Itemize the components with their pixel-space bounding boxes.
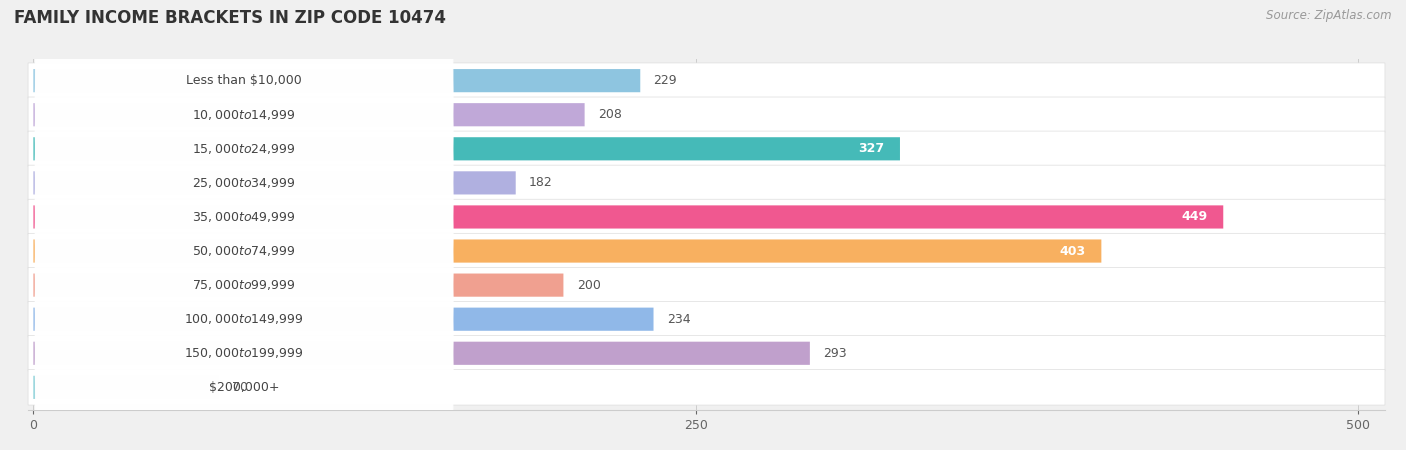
- Text: Less than $10,000: Less than $10,000: [186, 74, 302, 87]
- FancyBboxPatch shape: [28, 267, 1385, 303]
- Text: 200: 200: [576, 279, 600, 292]
- Text: Source: ZipAtlas.com: Source: ZipAtlas.com: [1267, 9, 1392, 22]
- Text: 449: 449: [1181, 211, 1208, 224]
- FancyBboxPatch shape: [34, 308, 654, 331]
- Text: $50,000 to $74,999: $50,000 to $74,999: [193, 244, 295, 258]
- Text: $15,000 to $24,999: $15,000 to $24,999: [193, 142, 295, 156]
- Text: $10,000 to $14,999: $10,000 to $14,999: [193, 108, 295, 122]
- FancyBboxPatch shape: [34, 205, 1223, 229]
- FancyBboxPatch shape: [28, 302, 1385, 337]
- FancyBboxPatch shape: [28, 369, 1385, 405]
- FancyBboxPatch shape: [28, 199, 1385, 235]
- FancyBboxPatch shape: [35, 122, 454, 243]
- FancyBboxPatch shape: [35, 292, 454, 414]
- Text: 70: 70: [232, 381, 249, 394]
- FancyBboxPatch shape: [28, 233, 1385, 269]
- FancyBboxPatch shape: [28, 63, 1385, 99]
- FancyBboxPatch shape: [28, 131, 1385, 166]
- FancyBboxPatch shape: [35, 225, 454, 346]
- FancyBboxPatch shape: [35, 54, 454, 176]
- FancyBboxPatch shape: [28, 165, 1385, 201]
- FancyBboxPatch shape: [34, 239, 1101, 263]
- FancyBboxPatch shape: [35, 156, 454, 278]
- Text: 327: 327: [858, 142, 884, 155]
- Text: 403: 403: [1059, 244, 1085, 257]
- FancyBboxPatch shape: [34, 69, 640, 92]
- FancyBboxPatch shape: [28, 97, 1385, 132]
- Text: $200,000+: $200,000+: [209, 381, 280, 394]
- FancyBboxPatch shape: [34, 103, 585, 126]
- FancyBboxPatch shape: [34, 342, 810, 365]
- FancyBboxPatch shape: [34, 376, 219, 399]
- FancyBboxPatch shape: [35, 259, 454, 380]
- Text: 208: 208: [598, 108, 621, 121]
- FancyBboxPatch shape: [34, 274, 564, 297]
- FancyBboxPatch shape: [34, 137, 900, 160]
- Text: $25,000 to $34,999: $25,000 to $34,999: [193, 176, 295, 190]
- FancyBboxPatch shape: [34, 171, 516, 194]
- Text: $75,000 to $99,999: $75,000 to $99,999: [193, 278, 295, 292]
- Text: 229: 229: [654, 74, 678, 87]
- Text: 182: 182: [529, 176, 553, 189]
- FancyBboxPatch shape: [35, 190, 454, 312]
- Text: 293: 293: [823, 347, 846, 360]
- Text: $100,000 to $149,999: $100,000 to $149,999: [184, 312, 304, 326]
- Text: 234: 234: [666, 313, 690, 326]
- FancyBboxPatch shape: [28, 336, 1385, 371]
- FancyBboxPatch shape: [35, 88, 454, 209]
- FancyBboxPatch shape: [35, 20, 454, 141]
- Text: FAMILY INCOME BRACKETS IN ZIP CODE 10474: FAMILY INCOME BRACKETS IN ZIP CODE 10474: [14, 9, 446, 27]
- Text: $150,000 to $199,999: $150,000 to $199,999: [184, 346, 304, 360]
- Text: $35,000 to $49,999: $35,000 to $49,999: [193, 210, 295, 224]
- FancyBboxPatch shape: [35, 327, 454, 448]
